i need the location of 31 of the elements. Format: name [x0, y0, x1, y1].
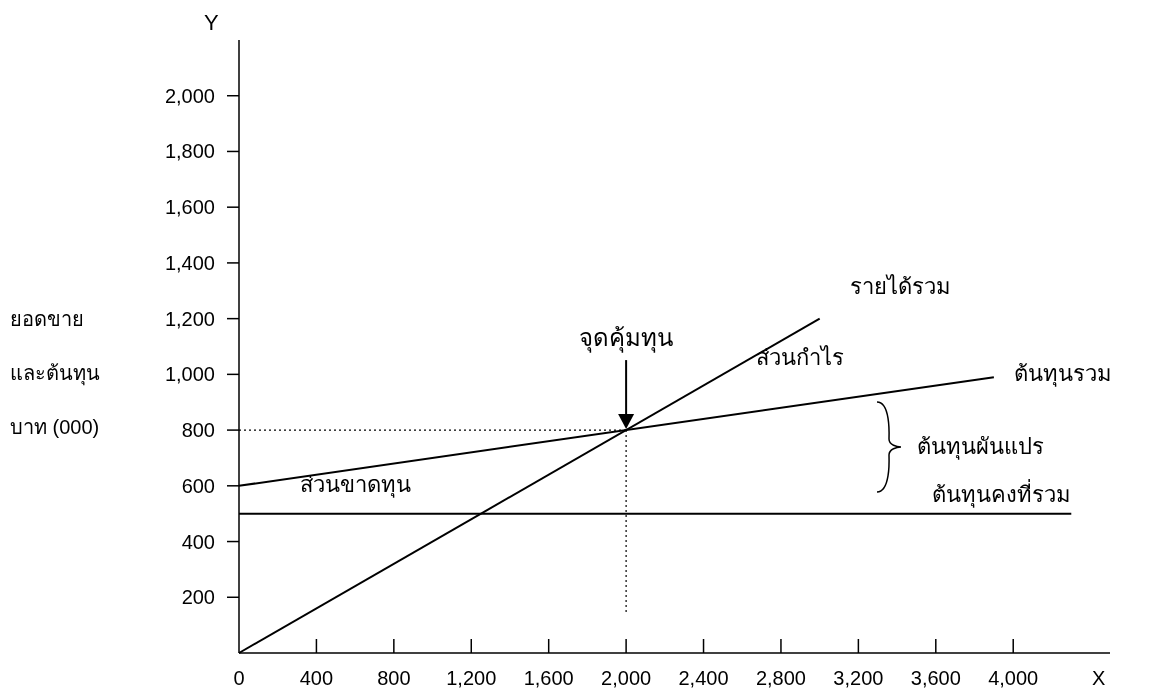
text: Y [204, 10, 219, 35]
y-tick-label: 1,000 [164, 363, 215, 386]
y-tick-label: 200 [181, 586, 215, 609]
x-tick-label: 4,000 [988, 667, 1039, 689]
x-tick-label: 400 [299, 667, 334, 689]
y-tick-label: 1,200 [164, 307, 215, 330]
x-tick-label: 3,200 [833, 667, 884, 689]
annotation: ส่วนกำไร [756, 345, 844, 370]
x-tick-label: 3,600 [910, 667, 961, 689]
y-tick-label: 1,600 [164, 196, 215, 219]
text: ยอดขาย และต้นทุน บาท (000) [10, 307, 100, 438]
x-tick-label: 2,000 [601, 667, 652, 689]
x-tick-label: 800 [377, 667, 411, 689]
x-tick-label: 2,400 [678, 667, 729, 689]
x-axis-title: X [1092, 667, 1106, 689]
y-tick-label: 800 [181, 419, 215, 442]
annotation: ส่วนขาดทุน [300, 472, 411, 498]
y-tick-label: 2,000 [164, 84, 215, 107]
y-tick-label: 1,400 [164, 251, 215, 274]
y-tick-label: 1,800 [164, 140, 215, 163]
series-label: ต้นทุนคงที่รวม [932, 478, 1072, 508]
x-tick-label: 1,200 [446, 667, 497, 689]
series-label: ต้นทุนรวม [1013, 361, 1112, 388]
x-tick-label: 1,600 [523, 667, 574, 689]
annotation: ต้นทุนผันแปร [917, 434, 1044, 460]
y-tick-label: 600 [181, 474, 215, 497]
x-tick-label: 2,800 [755, 667, 806, 689]
x-tick-label: 0 [233, 667, 245, 689]
y-tick-label: 400 [181, 530, 215, 553]
series-label: รายได้รวม [849, 273, 951, 299]
annotation: จุดคุ้มทุน [579, 324, 674, 354]
